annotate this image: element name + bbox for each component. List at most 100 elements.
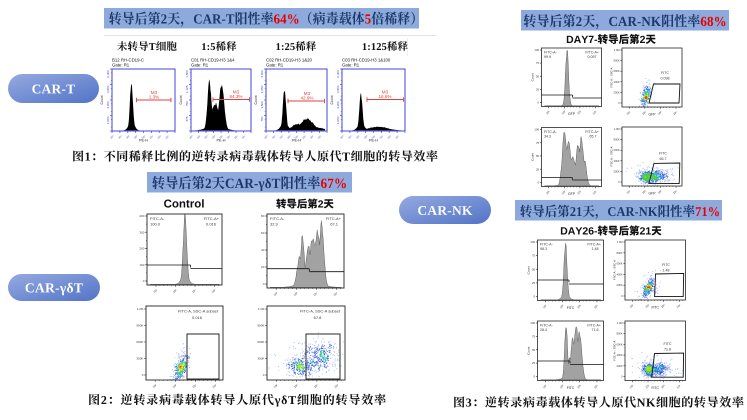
- svg-text:1.0M: 1.0M: [614, 127, 620, 131]
- svg-text:1.3%: 1.3%: [149, 95, 159, 100]
- svg-text:10⁴: 10⁴: [672, 110, 679, 116]
- svg-text:10⁰: 10⁰: [339, 134, 345, 140]
- svg-text:900K: 900K: [136, 324, 143, 328]
- svg-text:1,600: 1,600: [336, 116, 340, 124]
- svg-text:FITC-A+: FITC-A+: [204, 216, 220, 221]
- svg-text:10⁶: 10⁶: [386, 134, 392, 140]
- svg-text:M3: M3: [151, 90, 158, 95]
- svg-text:10³: 10³: [576, 304, 582, 310]
- svg-text:Count: Count: [527, 346, 531, 354]
- svg-text:4,800: 4,800: [106, 85, 110, 93]
- svg-text:0: 0: [621, 294, 623, 298]
- svg-text:750: 750: [260, 116, 264, 121]
- svg-text:50: 50: [536, 154, 540, 158]
- svg-text:10⁵: 10⁵: [226, 134, 232, 140]
- svg-text:FITC-A, SSC-A subset: FITC-A, SSC-A subset: [178, 309, 219, 314]
- svg-text:10⁵: 10⁵: [211, 288, 218, 294]
- svg-text:25: 25: [536, 167, 540, 171]
- svg-text:10³: 10³: [660, 384, 666, 390]
- svg-text:99.9: 99.9: [544, 55, 551, 59]
- svg-text:0: 0: [263, 282, 265, 286]
- svg-text:28.4: 28.4: [540, 328, 547, 332]
- svg-text:60: 60: [261, 231, 265, 235]
- svg-text:100: 100: [530, 240, 535, 244]
- svg-text:200K: 200K: [617, 364, 623, 368]
- svg-text:600K: 600K: [257, 340, 264, 344]
- svg-text:FITC-A+: FITC-A+: [587, 243, 601, 247]
- svg-text:1.48: 1.48: [592, 247, 599, 251]
- svg-text:Count: Count: [179, 95, 183, 104]
- svg-text:10⁴: 10⁴: [294, 134, 300, 140]
- svg-text:10⁷: 10⁷: [241, 134, 247, 140]
- svg-text:400K: 400K: [617, 353, 623, 357]
- svg-text:600K: 600K: [617, 262, 623, 266]
- svg-text:67.1: 67.1: [330, 222, 339, 227]
- svg-text:FITC-A+: FITC-A+: [585, 130, 599, 134]
- svg-text:1,500: 1,500: [260, 101, 264, 109]
- svg-text:10²: 10²: [641, 189, 647, 195]
- svg-text:FITC-A+: FITC-A+: [326, 216, 342, 221]
- svg-text:10⁵: 10⁵: [333, 383, 340, 389]
- svg-text:3,000: 3,000: [260, 70, 264, 78]
- svg-text:C03 RH-CD19-H3 1&100: C03 RH-CD19-H3 1&100: [342, 58, 391, 63]
- svg-text:Count: Count: [527, 266, 531, 274]
- svg-text:600K: 600K: [136, 340, 143, 344]
- svg-text:FITC: FITC: [651, 306, 659, 310]
- svg-text:10¹: 10¹: [542, 304, 548, 310]
- svg-text:200K: 200K: [614, 90, 620, 94]
- svg-text:M3: M3: [304, 91, 311, 96]
- svg-text:Count: Count: [531, 73, 535, 81]
- svg-text:10²: 10²: [273, 291, 279, 297]
- svg-text:10²: 10²: [355, 134, 361, 140]
- svg-text:0: 0: [143, 279, 145, 283]
- svg-text:FITC: FITC: [661, 71, 669, 75]
- svg-text:25: 25: [536, 87, 540, 91]
- svg-text:10⁴: 10⁴: [312, 291, 319, 297]
- svg-text:Count: Count: [330, 95, 334, 104]
- svg-text:PE-H: PE-H: [292, 139, 301, 143]
- svg-text:80: 80: [261, 214, 265, 218]
- svg-text:FSC-A :: SSC-A: FSC-A :: SSC-A: [610, 67, 614, 87]
- svg-text:10⁵: 10⁵: [378, 134, 384, 140]
- svg-text:FSC-A :: SSC-A: FSC-A :: SSC-A: [613, 260, 617, 280]
- svg-text:32.9: 32.9: [270, 222, 279, 227]
- svg-text:1.0M: 1.0M: [617, 321, 623, 325]
- svg-text:10²: 10²: [641, 110, 647, 116]
- svg-text:800K: 800K: [617, 251, 623, 255]
- svg-text:10⁴: 10⁴: [191, 383, 198, 389]
- svg-text:10⁴: 10⁴: [592, 109, 599, 115]
- svg-text:1.2M: 1.2M: [258, 307, 265, 311]
- svg-text:600K: 600K: [614, 69, 620, 73]
- svg-text:0: 0: [538, 101, 540, 105]
- svg-text:10⁴: 10⁴: [676, 383, 683, 389]
- svg-text:0: 0: [263, 373, 265, 377]
- svg-text:FITC-A+: FITC-A+: [587, 324, 601, 328]
- svg-text:10¹: 10¹: [629, 303, 635, 309]
- svg-text:FSC-A :: SSC-A: FSC-A :: SSC-A: [613, 341, 617, 361]
- svg-text:FITC: FITC: [567, 306, 575, 310]
- svg-text:10⁰: 10⁰: [109, 134, 115, 140]
- svg-text:800K: 800K: [614, 59, 620, 63]
- svg-text:400K: 400K: [614, 80, 620, 84]
- svg-text:10⁶: 10⁶: [233, 134, 239, 140]
- svg-text:10²: 10²: [152, 383, 158, 389]
- svg-text:FITC-A-: FITC-A-: [540, 324, 554, 328]
- svg-text:GFP: GFP: [649, 113, 657, 117]
- svg-text:65.7: 65.7: [590, 135, 597, 139]
- svg-text:10²: 10²: [559, 384, 565, 390]
- svg-text:10³: 10³: [657, 189, 663, 195]
- svg-text:1.0M: 1.0M: [614, 48, 620, 52]
- svg-text:Gate: R1: Gate: R1: [342, 63, 360, 68]
- svg-text:0: 0: [618, 101, 620, 105]
- svg-text:10³: 10³: [172, 288, 178, 294]
- svg-text:M3: M3: [233, 90, 240, 95]
- svg-text:10⁴: 10⁴: [191, 288, 198, 294]
- svg-text:10⁴: 10⁴: [592, 189, 599, 195]
- svg-text:10²: 10²: [644, 384, 650, 390]
- svg-text:10¹: 10¹: [542, 384, 548, 390]
- svg-text:Gate: R1: Gate: R1: [191, 63, 209, 68]
- svg-text:Gate: R1: Gate: R1: [266, 63, 284, 68]
- svg-text:800K: 800K: [614, 138, 620, 142]
- svg-text:10²: 10²: [561, 190, 567, 196]
- svg-text:0: 0: [538, 181, 540, 185]
